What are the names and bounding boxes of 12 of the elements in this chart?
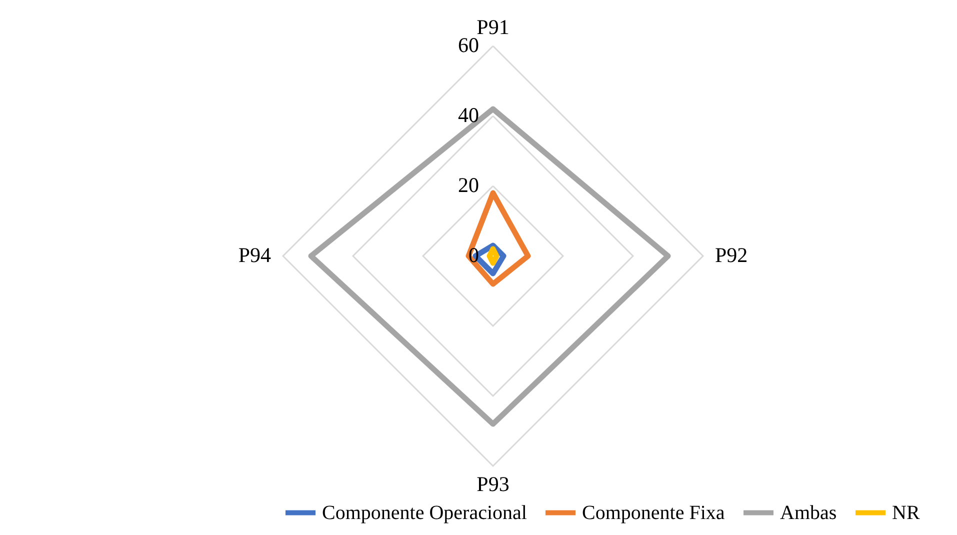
y-tick-label: 20 — [458, 173, 479, 197]
legend-label: Componente Operacional — [322, 502, 528, 524]
spoke-label: P93 — [476, 472, 510, 496]
y-tick-label: 60 — [458, 33, 479, 57]
spoke-label: P91 — [476, 15, 510, 39]
legend-label: Ambas — [780, 502, 837, 524]
y-tick-label: 0 — [468, 243, 479, 267]
y-tick-label: 40 — [458, 103, 479, 127]
spoke-label: P94 — [238, 243, 272, 267]
legend-label: NR — [892, 502, 920, 524]
spoke-label: P92 — [715, 243, 748, 267]
legend-label: Componente Fixa — [582, 502, 725, 524]
